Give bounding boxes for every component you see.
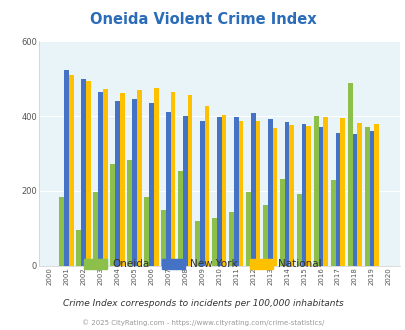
Bar: [267, 119, 272, 266]
Bar: [178, 171, 183, 266]
Bar: [110, 164, 115, 266]
Text: Oneida Violent Crime Index: Oneida Violent Crime Index: [90, 12, 315, 26]
Bar: [238, 121, 243, 266]
Bar: [86, 81, 90, 266]
Bar: [301, 123, 306, 266]
Bar: [69, 75, 73, 266]
Bar: [59, 197, 64, 266]
Bar: [373, 124, 378, 266]
Bar: [250, 114, 255, 266]
Bar: [347, 83, 352, 266]
Bar: [170, 92, 175, 266]
Bar: [127, 160, 132, 266]
Bar: [255, 121, 260, 266]
Bar: [132, 99, 136, 266]
Bar: [216, 117, 221, 266]
Bar: [76, 230, 81, 266]
Bar: [369, 131, 373, 266]
Bar: [199, 120, 204, 266]
Bar: [221, 115, 226, 266]
Bar: [323, 117, 327, 266]
Bar: [144, 197, 149, 266]
Bar: [306, 126, 310, 266]
Bar: [64, 70, 69, 266]
Bar: [81, 79, 86, 266]
Bar: [195, 221, 199, 266]
Bar: [228, 212, 233, 266]
Bar: [98, 92, 102, 266]
Bar: [102, 89, 107, 266]
Bar: [187, 95, 192, 266]
Bar: [364, 126, 369, 266]
Bar: [153, 88, 158, 266]
Bar: [284, 122, 289, 266]
Bar: [119, 93, 124, 266]
Bar: [272, 128, 277, 266]
Bar: [330, 181, 335, 266]
Bar: [149, 103, 153, 266]
Bar: [356, 123, 361, 266]
Bar: [335, 133, 339, 266]
Bar: [296, 194, 301, 266]
Bar: [233, 117, 238, 266]
Bar: [161, 210, 166, 266]
Bar: [115, 101, 119, 266]
Bar: [313, 116, 318, 266]
Bar: [289, 125, 294, 266]
Legend: Oneida, New York, National: Oneida, New York, National: [80, 255, 325, 274]
Bar: [262, 205, 267, 266]
Bar: [166, 112, 170, 266]
Bar: [352, 134, 356, 266]
Bar: [279, 179, 284, 266]
Text: © 2025 CityRating.com - https://www.cityrating.com/crime-statistics/: © 2025 CityRating.com - https://www.city…: [82, 319, 323, 326]
Bar: [211, 218, 216, 266]
Bar: [339, 118, 344, 266]
Bar: [245, 192, 250, 266]
Bar: [183, 116, 187, 266]
Bar: [93, 192, 98, 266]
Text: Crime Index corresponds to incidents per 100,000 inhabitants: Crime Index corresponds to incidents per…: [62, 299, 343, 308]
Bar: [136, 90, 141, 266]
Bar: [204, 106, 209, 266]
Bar: [318, 126, 323, 266]
